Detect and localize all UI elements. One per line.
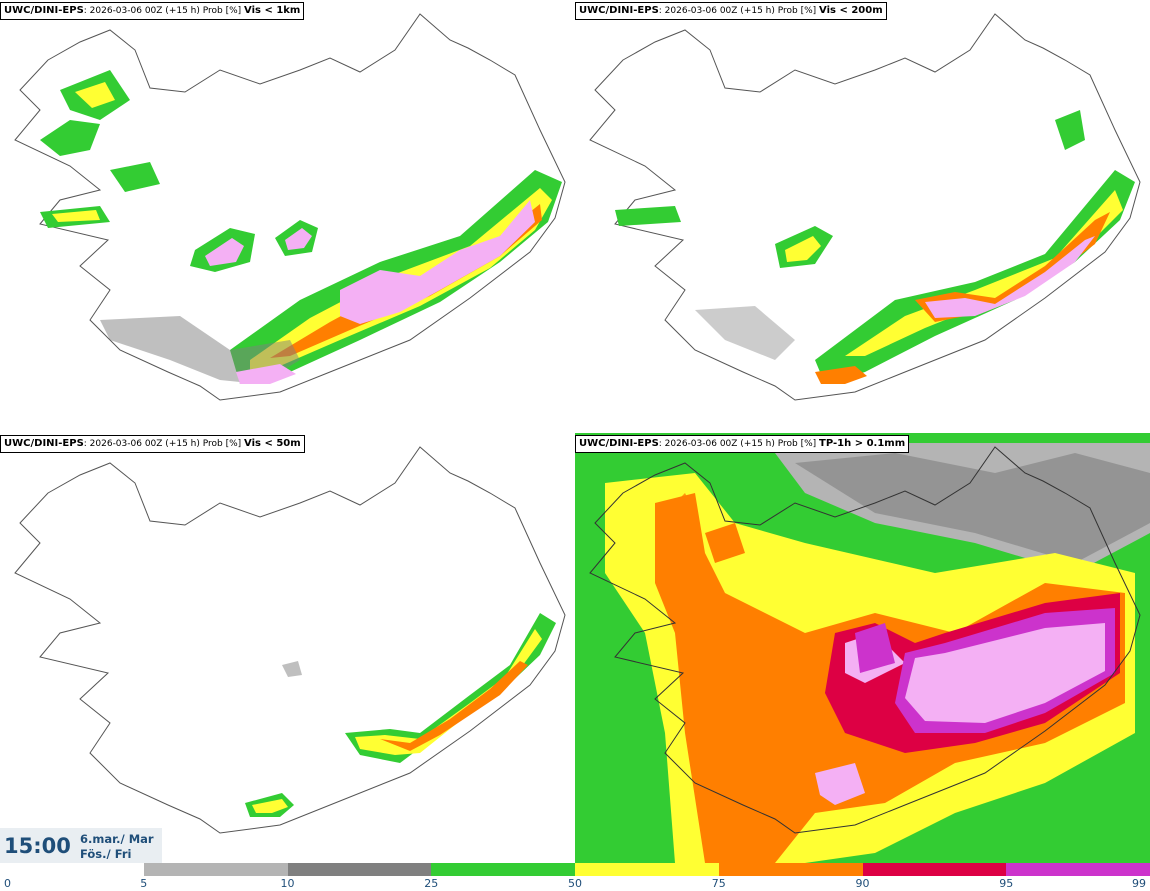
run-info: : 2026-03-06 00Z (+15 h) Prob [%] — [658, 6, 820, 16]
map-panel-vis-1km: UWC/DINI-EPS: 2026-03-06 00Z (+15 h) Pro… — [0, 0, 575, 430]
legend-tick-label: 75 — [711, 877, 726, 890]
legend-swatch — [143, 863, 288, 876]
variable-label: Vis < 200m — [819, 5, 883, 16]
map-vis-200m — [589, 13, 1141, 401]
panel-title-vis-1km: UWC/DINI-EPS: 2026-03-06 00Z (+15 h) Pro… — [0, 2, 305, 20]
legend-swatch — [862, 863, 1007, 876]
valid-date: 6.mar./ Mar — [80, 832, 154, 846]
color-legend: 0 5 10 25 50 75 90 95 99 — [0, 863, 1150, 891]
legend-tick-label: 90 — [855, 877, 870, 890]
variable-label: Vis < 1km — [244, 5, 301, 16]
model-name: UWC/DINI-EPS — [4, 5, 84, 16]
legend-tick-label: 95 — [999, 877, 1014, 890]
visibility-probability-overlay — [615, 110, 1135, 384]
panel-title-precip: UWC/DINI-EPS: 2026-03-06 00Z (+15 h) Pro… — [575, 435, 910, 453]
legend-tick-label: 99 — [1132, 877, 1146, 890]
map-precip — [575, 433, 1150, 863]
model-name: UWC/DINI-EPS — [4, 438, 84, 449]
iceland-outline — [589, 446, 1141, 834]
legend-swatch — [575, 863, 719, 876]
map-panel-vis-200m: UWC/DINI-EPS: 2026-03-06 00Z (+15 h) Pro… — [575, 0, 1150, 430]
legend-swatch — [0, 863, 144, 876]
variable-label: Vis < 50m — [244, 438, 301, 449]
map-vis-50m — [14, 446, 566, 834]
visibility-probability-overlay — [245, 613, 556, 817]
model-name: UWC/DINI-EPS — [579, 5, 659, 16]
valid-weekday: Fös./ Fri — [80, 847, 132, 861]
legend-tick-label: 0 — [4, 877, 11, 890]
legend-tick-label: 5 — [140, 877, 148, 890]
valid-hour: 15:00 — [4, 834, 71, 858]
variable-label: TP-1h > 0.1mm — [819, 438, 906, 449]
iceland-outline — [14, 446, 566, 834]
legend-tick-label: 10 — [280, 877, 295, 890]
legend-swatch — [1006, 863, 1150, 876]
legend-swatch — [718, 863, 863, 876]
valid-time-box: 15:00 6.mar./ Mar Fös./ Fri — [0, 828, 162, 864]
legend-tick-label: 25 — [424, 877, 439, 890]
precipitation-probability-overlay — [605, 443, 1150, 863]
panel-title-vis-50m: UWC/DINI-EPS: 2026-03-06 00Z (+15 h) Pro… — [0, 435, 305, 453]
map-panel-precip: UWC/DINI-EPS: 2026-03-06 00Z (+15 h) Pro… — [575, 433, 1150, 863]
map-vis-1km — [14, 13, 566, 401]
legend-tick-label: 50 — [568, 877, 582, 890]
visibility-probability-overlay — [40, 70, 562, 384]
run-info: : 2026-03-06 00Z (+15 h) Prob [%] — [83, 6, 245, 16]
model-name: UWC/DINI-EPS — [579, 438, 659, 449]
map-panel-vis-50m: UWC/DINI-EPS: 2026-03-06 00Z (+15 h) Pro… — [0, 433, 575, 863]
legend-swatch — [431, 863, 575, 876]
legend-swatch — [287, 863, 432, 876]
run-info: : 2026-03-06 00Z (+15 h) Prob [%] — [83, 439, 245, 449]
panel-title-vis-200m: UWC/DINI-EPS: 2026-03-06 00Z (+15 h) Pro… — [575, 2, 887, 20]
run-info: : 2026-03-06 00Z (+15 h) Prob [%] — [658, 439, 820, 449]
